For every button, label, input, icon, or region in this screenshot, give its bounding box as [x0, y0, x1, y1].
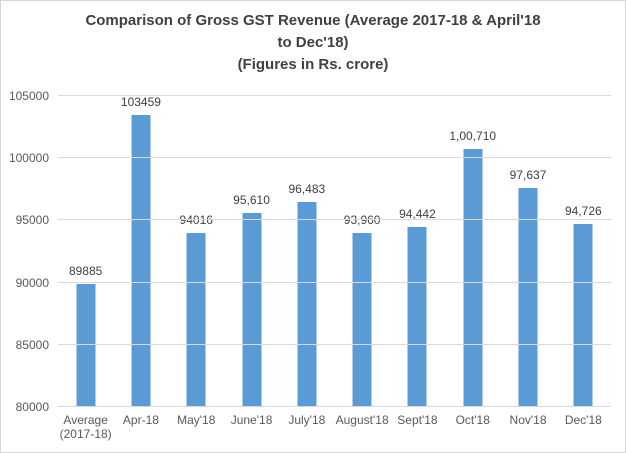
gridline — [58, 343, 611, 345]
bar-data-label: 1,00,710 — [449, 129, 497, 144]
bar-slot: 89885 — [58, 96, 113, 407]
x-axis-category-label: June'18 — [230, 413, 273, 427]
x-axis-category-label: Sept'18 — [397, 413, 438, 427]
x-axis-category-label: Nov'18 — [509, 413, 547, 427]
bar-slot: 1,00,710 — [445, 96, 500, 407]
bar-slot: 97,637 — [500, 96, 555, 407]
chart-title-line-3: (Figures in Rs. crore) — [237, 56, 389, 73]
gridline — [58, 157, 611, 159]
x-axis: Average (2017-18) Apr-18 May'18 June'18 July… — [58, 413, 611, 441]
x-axis-category-label: August'18 — [335, 413, 389, 427]
bar-slot: 96,483 — [279, 96, 334, 407]
bar-data-label: 94,442 — [399, 207, 436, 222]
bar — [518, 187, 538, 407]
bar-slot: 94016 — [169, 96, 224, 407]
bar-slot: 95,610 — [224, 96, 279, 407]
bar — [463, 149, 483, 407]
x-axis-category-label: May'18 — [177, 413, 216, 427]
bar — [186, 232, 206, 407]
bar-data-label: 97,637 — [509, 167, 547, 182]
bar-data-label: 93,960 — [344, 214, 381, 227]
bar — [352, 233, 372, 407]
y-axis-tick-label: 90000 — [15, 275, 49, 290]
bar — [573, 223, 593, 407]
bar-slot: 94,442 — [390, 96, 445, 407]
bar-data-label: 95,610 — [233, 192, 270, 207]
bar-slot: 103459 — [113, 96, 168, 407]
bar-data-label: 94,726 — [564, 203, 602, 218]
bar — [131, 115, 151, 407]
y-axis-tick-label: 85000 — [15, 337, 49, 352]
bar-data-label: 96,483 — [288, 181, 326, 196]
y-axis-tick-label: 95000 — [15, 213, 49, 228]
y-axis-tick-label: 100000 — [8, 151, 49, 166]
x-axis-category-label: Oct'18 — [455, 413, 490, 427]
y-axis-tick-label: 80000 — [15, 400, 49, 414]
chart-title: Comparison of Gross GST Revenue (Average… — [1, 10, 625, 76]
x-axis-category-label: July'18 — [288, 413, 326, 427]
chart-title-line-2: to Dec'18) — [277, 34, 349, 51]
bar — [407, 227, 427, 407]
bar-slot: 93,960 — [334, 96, 389, 407]
gridline — [58, 281, 611, 283]
bar — [76, 284, 96, 407]
y-axis: 80000 85000 90000 95000 100000 105000 — [1, 90, 49, 413]
bars-row: 89885 103459 94016 95,610 96,483 93,960 94,442… — [58, 96, 611, 407]
gridline — [58, 406, 611, 407]
x-axis-category-label: Apr-18 — [122, 413, 159, 427]
bar — [297, 201, 317, 407]
bar — [242, 212, 262, 407]
gridline — [58, 95, 611, 96]
gridline — [58, 219, 611, 221]
chart-title-line-1: Comparison of Gross GST Revenue (Average… — [85, 12, 541, 29]
x-axis-category-label: Dec'18 — [564, 413, 602, 427]
y-axis-tick-label: 105000 — [8, 89, 49, 103]
x-axis-category-label: Average (2017-18) — [59, 413, 112, 441]
bar-data-label: 103459 — [120, 95, 161, 110]
plot-area: 89885 103459 94016 95,610 96,483 93,960 94,442… — [58, 95, 611, 407]
bar-slot: 94,726 — [556, 96, 611, 407]
bar-data-label: 89885 — [68, 264, 103, 279]
